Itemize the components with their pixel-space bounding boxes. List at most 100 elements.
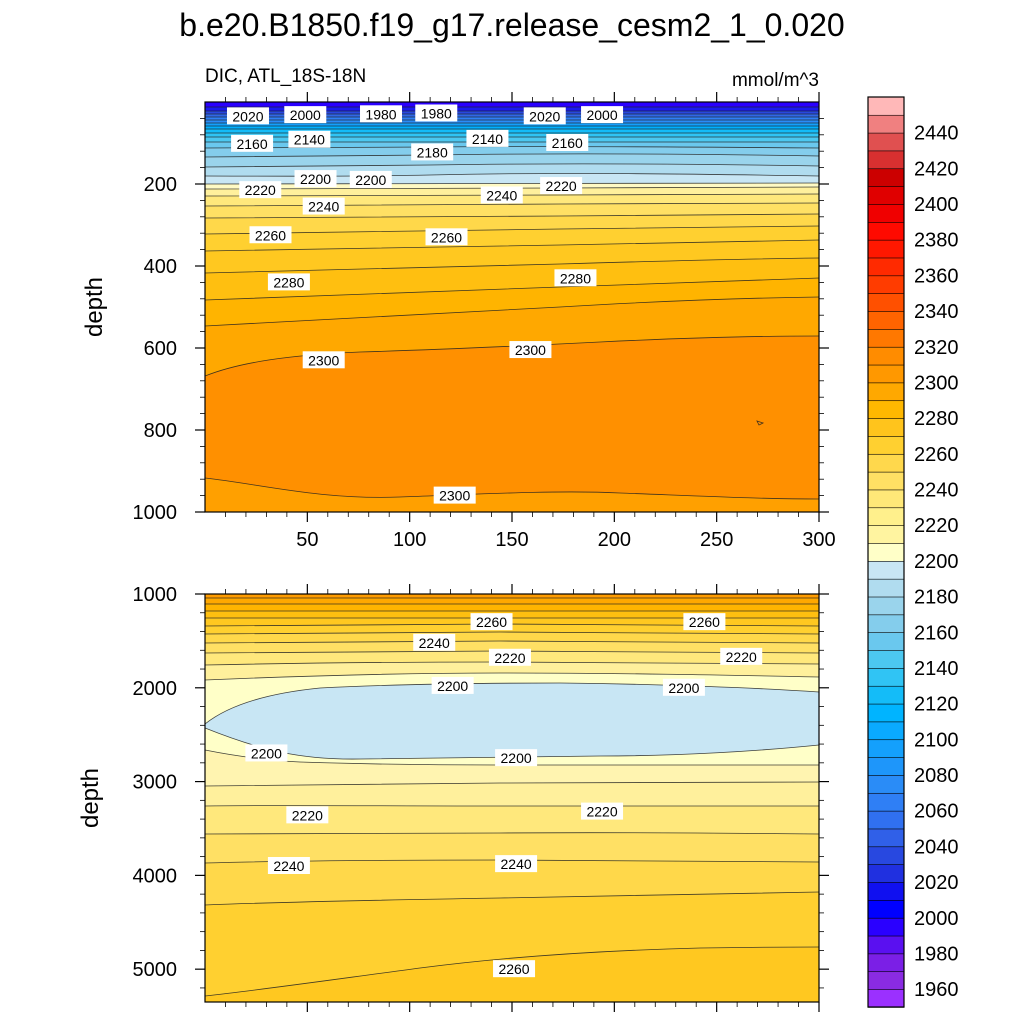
colorbar-swatch: [867, 471, 905, 491]
contour-label-text: 2260: [689, 614, 720, 630]
colorbar-tick-label: 2300: [914, 372, 959, 394]
contour-label: 2220: [720, 647, 763, 665]
contour-label: 2240: [413, 633, 456, 651]
contour-label: 2140: [466, 129, 509, 147]
contour-label-text: 2220: [292, 807, 323, 823]
colorbar-tick-label: 2360: [914, 265, 959, 287]
colorbar-swatch: [867, 649, 905, 669]
contour-label-text: 2260: [498, 961, 529, 977]
colorbar-swatch: [867, 703, 905, 723]
contour-label: 2200: [245, 744, 288, 762]
colorbar-tick-label: 2440: [914, 123, 959, 145]
colorbar-swatch: [867, 168, 905, 187]
lower-contour-labels: 2240 2260 2220 2260 2220 2200 2200 2200 2200 2220…: [245, 613, 763, 978]
colorbar-swatch: [867, 239, 905, 259]
colorbar-swatch: [867, 382, 905, 402]
contour-label-text: 2240: [273, 858, 304, 874]
contour-label-text: 2220: [546, 178, 577, 194]
contour-label: 2200: [431, 676, 474, 694]
y-tick-label: 3000: [133, 772, 178, 794]
contour-label: 2300: [302, 351, 345, 369]
contour-label-text: 2200: [355, 172, 386, 188]
contour-label: 2260: [425, 228, 468, 246]
colorbar-swatch: [867, 132, 905, 152]
colorbar-swatch: [867, 596, 905, 616]
y-tick-label: 600: [144, 338, 177, 360]
y-tick-label: 2000: [133, 678, 178, 700]
contour-label: 2200: [349, 170, 392, 188]
upper-x-axis: 50 100 150 200 250 300: [225, 92, 836, 551]
contour-label: 2300: [509, 341, 552, 359]
contour-label: 2220: [581, 802, 624, 820]
colorbar-swatch: [867, 417, 905, 437]
colorbar-swatch: [867, 96, 905, 116]
contour-label-text: 1980: [365, 106, 396, 122]
x-tick-label: 50: [296, 529, 318, 551]
contour-label-text: 2240: [419, 635, 450, 651]
contour-label-text: 2020: [232, 108, 263, 124]
colorbar-tick-label: 2080: [914, 765, 959, 787]
colorbar-tick-label: 2120: [914, 694, 959, 716]
colorbar-tick-label: 2060: [914, 801, 959, 823]
colorbar-frame: [867, 96, 905, 1008]
colorbar-swatch: [867, 275, 905, 294]
colorbar-swatch: [867, 524, 905, 544]
colorbar-tick-label: 1960: [914, 979, 959, 1001]
contour-label-text: 2160: [236, 136, 267, 152]
contour-label-text: 2200: [668, 680, 699, 696]
contour-label: 2280: [554, 269, 597, 287]
contour-label: 2280: [267, 273, 310, 291]
colorbar-swatch: [867, 810, 905, 830]
colorbar-tick-label: 2020: [914, 872, 959, 894]
colorbar-swatch: [867, 203, 905, 223]
contour-label-text: 1980: [421, 105, 452, 121]
upper-y-axis: 200 400 600 800 1000: [133, 118, 829, 524]
contour-label: 1980: [415, 104, 458, 122]
contour-label-text: 2220: [245, 182, 276, 198]
contour-label: 2260: [249, 226, 292, 244]
colorbar-swatch: [867, 881, 905, 901]
colorbar-swatch: [867, 364, 905, 384]
upper-y-axis-label: depth: [81, 277, 108, 337]
colorbar-swatch: [867, 114, 905, 134]
colorbar-swatch: [867, 257, 905, 277]
x-tick-label: 150: [495, 529, 528, 551]
colorbar-tick-label: 2260: [914, 444, 959, 466]
variable-region-label: DIC, ATL_18S-18N: [205, 66, 366, 87]
colorbar-swatch: [867, 739, 905, 758]
contour-label-text: 2000: [290, 107, 321, 123]
colorbar-swatch: [867, 435, 905, 455]
colorbar-swatch: [867, 292, 905, 312]
contour-label: 2200: [294, 170, 337, 188]
contour-label: 2200: [495, 749, 538, 767]
upper-contour-fill: [205, 102, 819, 512]
colorbar-tick-label: 2140: [914, 658, 959, 680]
contour-label-text: 2200: [501, 750, 532, 766]
colorbar-swatch: [867, 971, 905, 990]
contour-label-text: 2180: [417, 144, 448, 160]
contour-label-text: 2300: [439, 488, 470, 504]
units-label: mmol/m^3: [732, 70, 819, 91]
colorbar-swatch: [867, 721, 905, 741]
contour-label: 2000: [284, 106, 327, 124]
colorbar-tick-label: 2420: [914, 158, 959, 180]
contour-label-text: 2200: [300, 171, 331, 187]
contour-label: 2240: [302, 197, 345, 215]
contour-label: 2240: [267, 857, 310, 874]
x-tick-label: 250: [700, 529, 733, 551]
contour-label-text: 2140: [294, 132, 325, 148]
contour-label-text: 2220: [586, 804, 617, 820]
colorbar-tick-label: 2400: [914, 194, 959, 216]
colorbar-swatch: [867, 221, 905, 241]
colorbar-tick-label: 2160: [914, 622, 959, 644]
x-tick-label: 300: [802, 529, 835, 551]
colorbar-swatch: [867, 792, 905, 812]
colorbar-swatch: [867, 774, 905, 794]
contour-label-text: 2160: [552, 135, 583, 151]
colorbar-swatch: [867, 400, 905, 419]
contour-label: 2140: [288, 130, 331, 148]
colorbar-swatch: [867, 542, 905, 562]
